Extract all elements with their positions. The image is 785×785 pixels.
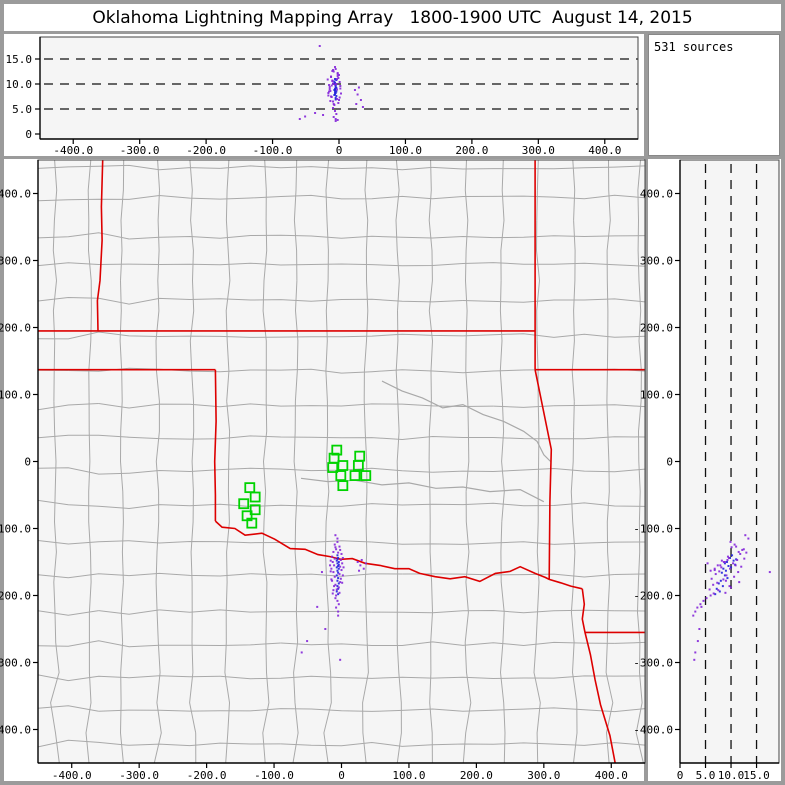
page-title: Oklahoma Lightning Mapping Array 1800-19… bbox=[92, 7, 693, 28]
title-bar: Oklahoma Lightning Mapping Array 1800-19… bbox=[4, 4, 781, 31]
source-count-panel: 531 sources bbox=[648, 34, 780, 156]
plan-view-map-panel bbox=[4, 159, 644, 781]
altitude-ew-panel bbox=[4, 34, 644, 156]
altitude-ns-panel bbox=[648, 159, 781, 781]
source-count-label: 531 sources bbox=[654, 40, 734, 54]
